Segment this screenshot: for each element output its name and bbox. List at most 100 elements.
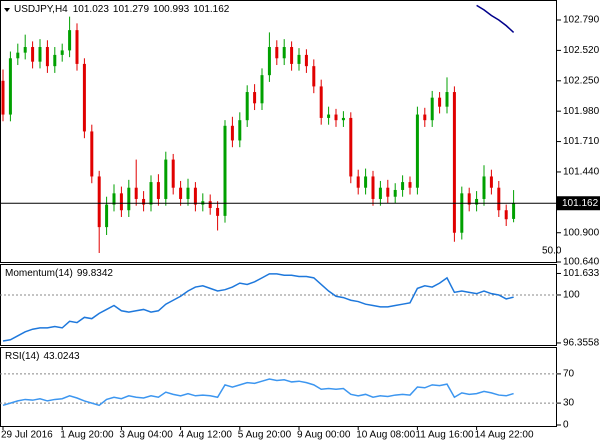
candle-body (82, 63, 86, 132)
candle-body (253, 92, 257, 104)
current-price-label: 101.162 (562, 198, 599, 209)
candle-body (497, 187, 501, 211)
candle-body (364, 176, 368, 188)
candle-body (90, 131, 94, 177)
candle-body (504, 210, 508, 220)
candle-body (97, 176, 101, 228)
candle-body (186, 187, 190, 199)
candle-body (408, 182, 412, 188)
candle-body (31, 47, 35, 62)
candle-body (105, 204, 109, 228)
y-tick-label: 102.790 (563, 15, 600, 26)
candle-body (341, 117, 345, 121)
candle-body (475, 198, 479, 205)
y-tick-label: 100.900 (563, 227, 600, 238)
candle-body (423, 114, 427, 121)
y-tick-label: 100.640 (563, 257, 600, 268)
x-tick-label: 1 Aug 20:00 (60, 430, 114, 441)
momentum-title: Momentum(14) 99.8342 (5, 268, 113, 279)
indicator-line (2, 273, 514, 342)
rsi-title: RSI(14) 43.0243 (5, 351, 80, 362)
candle-body (119, 193, 123, 211)
candle-body (415, 114, 419, 188)
candle-body (171, 159, 175, 188)
y-tick-label: 102.250 (563, 75, 600, 86)
candle-body (282, 47, 286, 59)
candle-body (238, 120, 242, 141)
candle-body (45, 47, 49, 67)
candle-body (334, 114, 338, 121)
candle-body (245, 92, 249, 121)
candle-body (467, 193, 471, 205)
candle-body (267, 47, 271, 76)
candle-body (68, 30, 72, 51)
candle-body (393, 189, 397, 197)
candle-body (216, 207, 220, 216)
y-tick-label: 101.633 (563, 268, 600, 279)
candle-body (38, 47, 42, 62)
candle-body (149, 182, 153, 205)
y-tick-label: 102.520 (563, 45, 600, 56)
candle-body (438, 97, 442, 107)
y-tick-label: 101.980 (563, 106, 600, 117)
candle-body (512, 203, 516, 219)
candle-body (208, 201, 212, 208)
candle-body (134, 187, 138, 199)
y-tick-label: 0 (563, 420, 569, 431)
x-tick-label: 9 Aug 00:00 (297, 430, 351, 441)
x-tick-label: 4 Aug 12:00 (179, 430, 233, 441)
symbol: USDJPY,H4 (14, 4, 68, 15)
x-tick-label: 10 Aug 08:00 (356, 430, 415, 441)
candle-body (401, 182, 405, 190)
candle-body (445, 92, 449, 107)
candle-body (489, 176, 493, 188)
candle-body (142, 198, 146, 205)
indicator-value: 43.0243 (43, 351, 80, 362)
x-tick-label: 11 Aug 16:00 (415, 430, 474, 441)
y-tick-label: 101.440 (563, 167, 600, 178)
candle-body (164, 159, 168, 199)
y-tick-label: 30 (563, 398, 575, 409)
candle-body (60, 50, 64, 55)
candle-body (275, 47, 279, 59)
candle-body (193, 187, 197, 205)
candle-body (452, 92, 456, 233)
indicator-line (476, 4, 515, 33)
indicator-value: 99.8342 (77, 268, 114, 279)
candle-body (304, 54, 308, 67)
y-tick-label: 100 (563, 290, 580, 301)
x-tick-label: 14 Aug 22:00 (475, 430, 534, 441)
candle-body (386, 187, 390, 197)
candle-body (1, 80, 5, 115)
candle-body (230, 125, 234, 141)
indicator-name: RSI(14) (5, 351, 39, 362)
x-tick-label: 5 Aug 20:00 (238, 430, 292, 441)
candle-body (23, 47, 27, 53)
high-value: 101.279 (113, 4, 150, 15)
y-tick-label: 101.710 (563, 136, 600, 147)
candle-body (482, 176, 486, 199)
indicator-name: Momentum(14) (5, 268, 73, 279)
close-value: 101.162 (193, 4, 230, 15)
candle-body (127, 187, 131, 211)
main-panel (0, 0, 557, 263)
candle-body (356, 176, 360, 188)
candle-body (371, 176, 375, 199)
candle-body (53, 54, 57, 67)
candle-body (312, 66, 316, 87)
candle-body (319, 86, 323, 118)
open-value: 101.023 (73, 4, 110, 15)
menu-arrow (4, 8, 10, 12)
candles (1, 4, 516, 253)
candle-body (75, 30, 79, 64)
current-price-box (557, 196, 600, 211)
candle-body (290, 47, 294, 64)
candle-body (349, 117, 353, 177)
candle-body (260, 75, 264, 104)
candle-body (378, 187, 382, 199)
candle-body (179, 187, 183, 199)
candle-body (430, 97, 434, 121)
indicator-line (2, 378, 514, 407)
